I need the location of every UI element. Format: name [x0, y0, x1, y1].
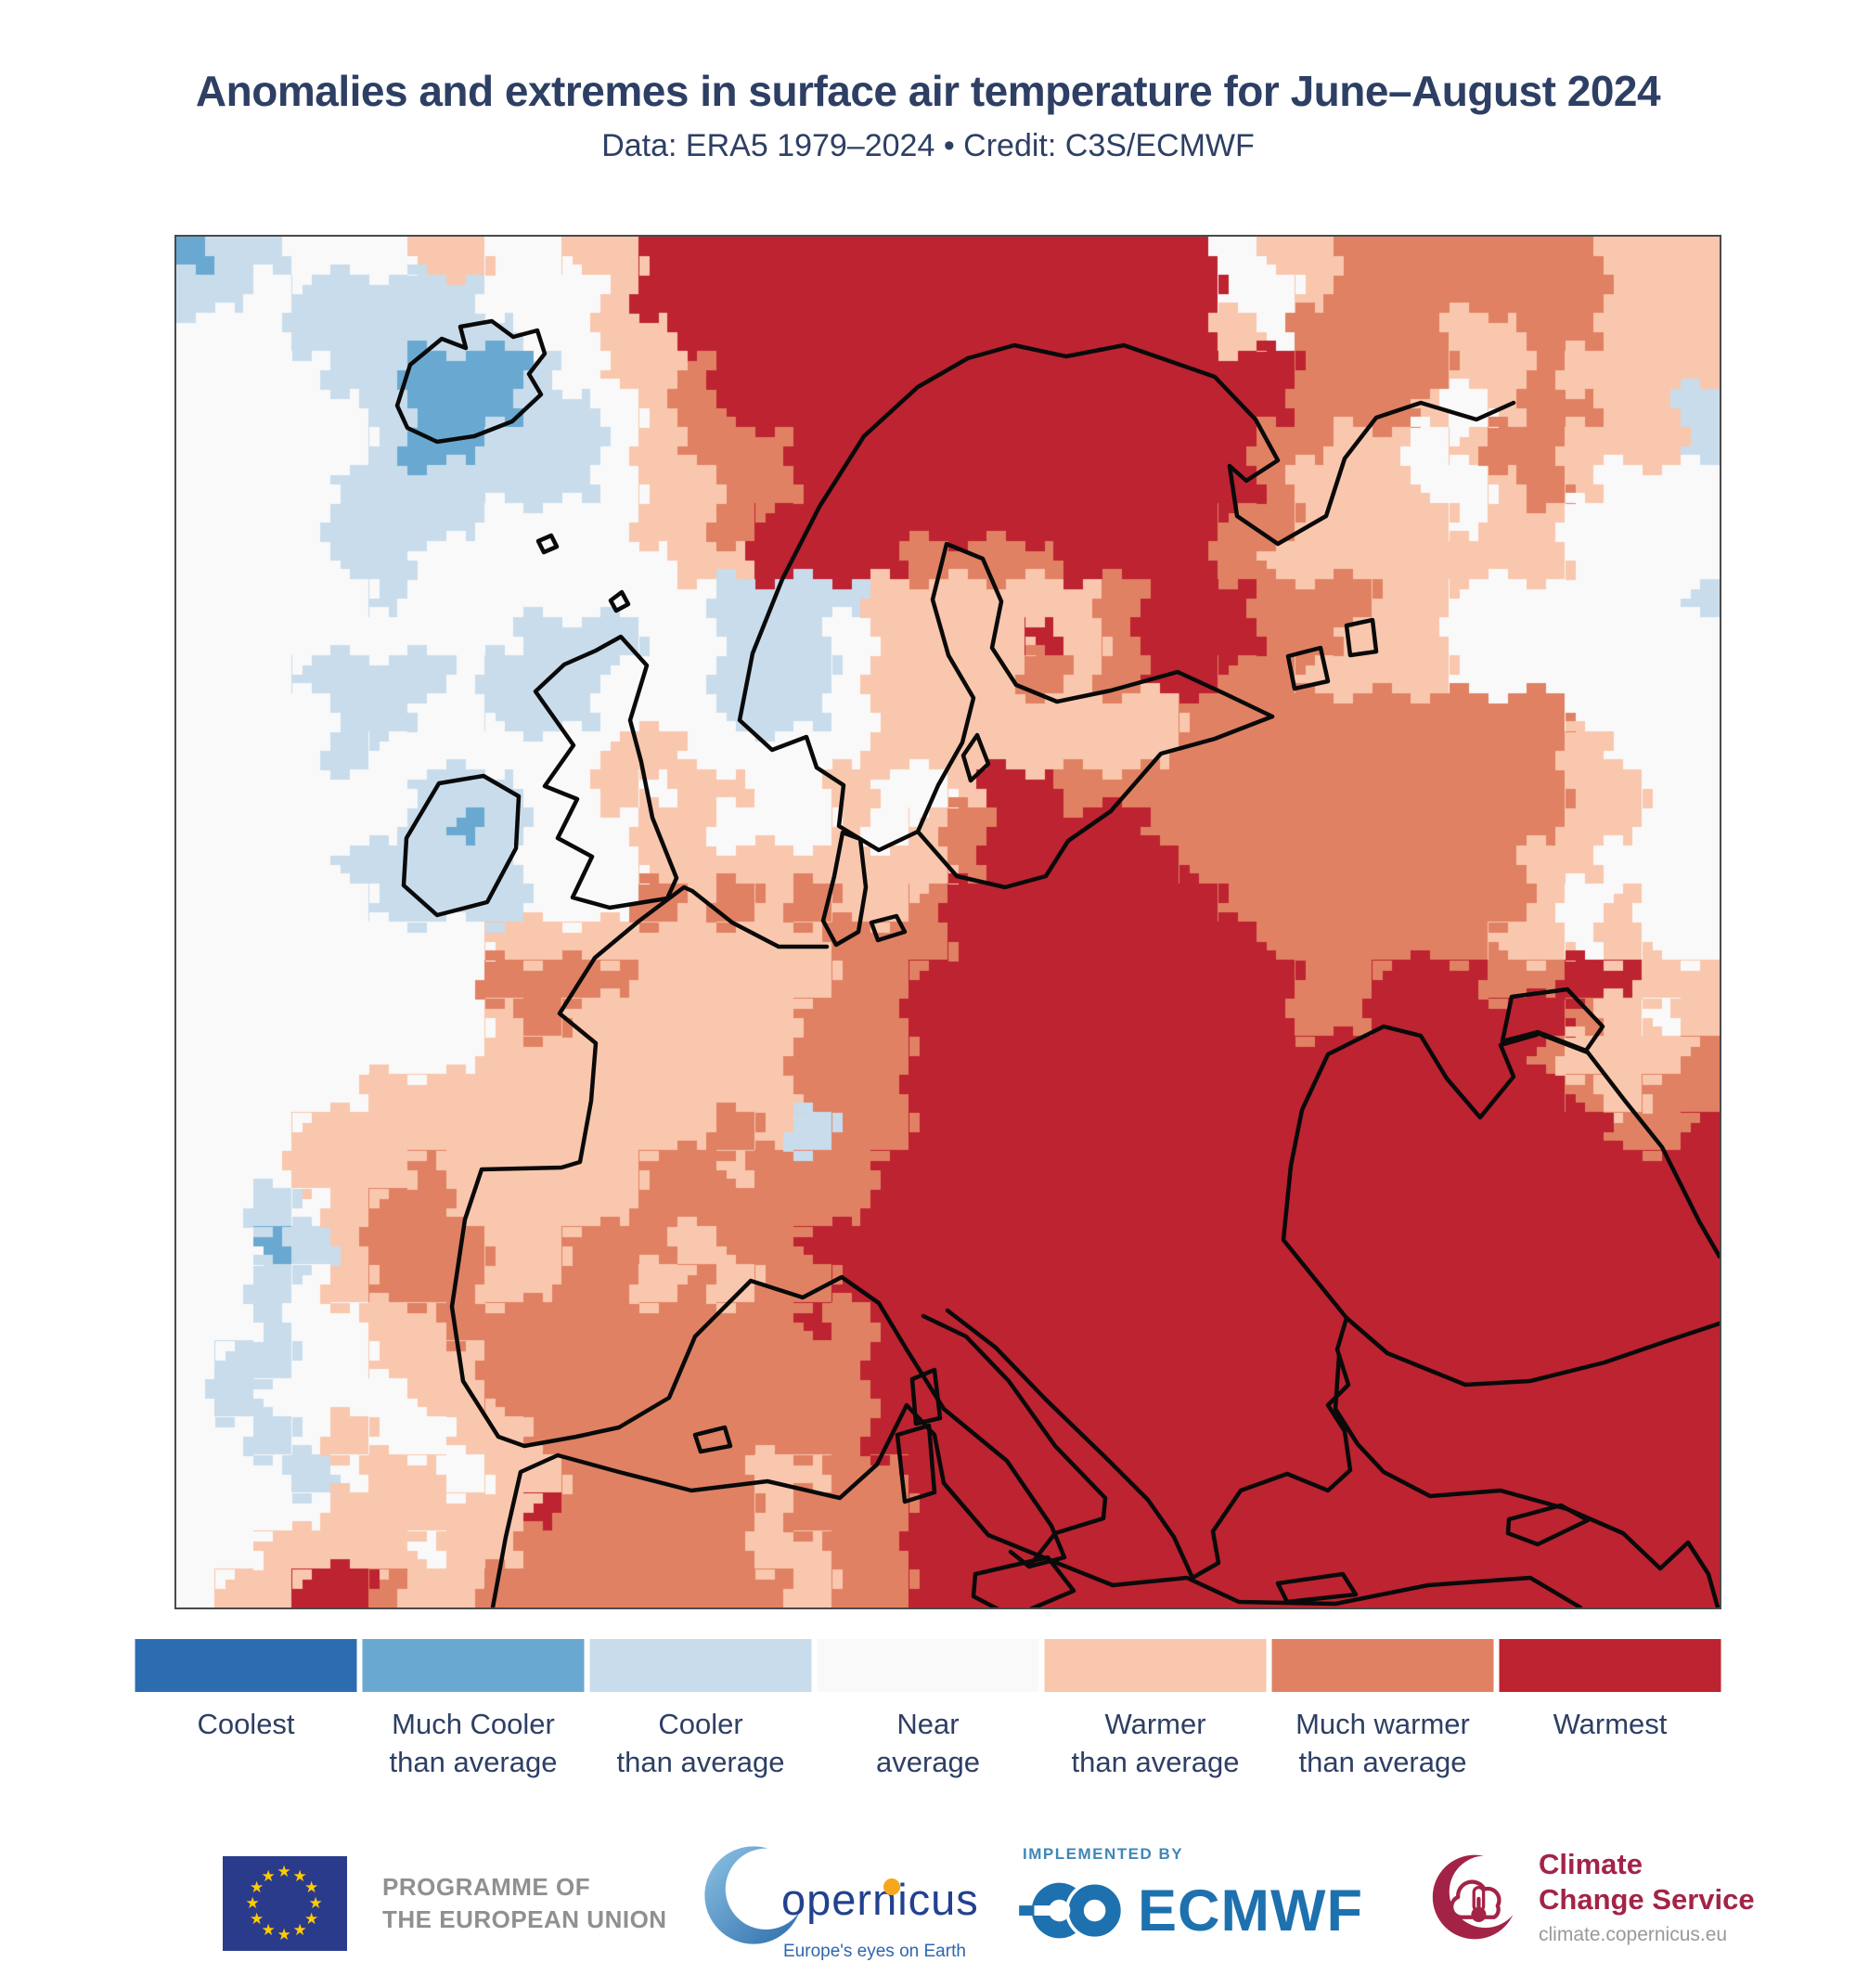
ecmwf-wordmark: ECMWF: [1138, 1878, 1363, 1943]
eu-programme-text: PROGRAMME OF THE EUROPEAN UNION: [382, 1871, 667, 1936]
ecmwf-logo: IMPLEMENTED BY ECMWF: [1019, 1845, 1363, 1951]
eu-star-icon: ★: [292, 1921, 307, 1940]
ecmwf-kicker: IMPLEMENTED BY: [1023, 1845, 1184, 1863]
eu-star-icon: ★: [250, 1910, 264, 1928]
eu-flag-icon: ★ ★ ★ ★ ★ ★ ★ ★ ★ ★ ★ ★: [223, 1856, 347, 1951]
copernicus-wordmark: opernicus: [781, 1874, 979, 1924]
eu-text-line1: PROGRAMME OF: [382, 1873, 591, 1901]
europe-anomaly-map: [174, 235, 1721, 1609]
coast-kola-white-sea: [965, 342, 1516, 547]
legend-item: Warmer than average: [1044, 1639, 1267, 1781]
coast-sicily: [971, 1555, 1076, 1607]
coast-gotland: [960, 732, 991, 783]
legend-label: Coolest: [197, 1708, 295, 1740]
legend-swatch: [1499, 1639, 1721, 1692]
legend-label: Cooler than average: [616, 1708, 785, 1778]
legend-label: Warmest: [1553, 1708, 1668, 1740]
eu-programme-logo: ★ ★ ★ ★ ★ ★ ★ ★ ★ ★ ★ ★ PROGRAMME OF THE EUROPEAN U…: [223, 1856, 667, 1951]
copernicus-logo: opernicus Europe's eyes on Earth: [702, 1843, 979, 1962]
coast-shetland: [608, 589, 631, 613]
page-title: Anomalies and extremes in surface air te…: [195, 66, 1661, 115]
legend-swatch: [589, 1639, 812, 1692]
legend-label: Near average: [875, 1708, 981, 1778]
copernicus-crescent-icon: [704, 1846, 806, 1944]
coast-denmark: [820, 830, 869, 948]
c3s-line1: Climate: [1539, 1848, 1643, 1880]
coast-great-britain: [533, 634, 679, 910]
coast-sea-of-azov: [1500, 987, 1605, 1053]
eu-star-icon: ★: [261, 1921, 276, 1940]
eu-star-icon: ★: [292, 1866, 307, 1885]
legend-item: Coolest: [135, 1639, 357, 1781]
legend-swatch: [362, 1639, 585, 1692]
coast-north-africa: [490, 1402, 1583, 1607]
coast-crete: [1275, 1571, 1359, 1605]
eu-star-icon: ★: [245, 1894, 260, 1912]
eu-star-icon: ★: [277, 1863, 291, 1880]
c3s-crescent-cloud-icon: [1432, 1854, 1522, 1939]
legend-label: Much Cooler than average: [389, 1708, 558, 1778]
legend: Coolest Much Cooler than average Cooler th…: [135, 1639, 1721, 1781]
eu-star-icon: ★: [303, 1910, 319, 1928]
lake-ladoga: [1285, 645, 1331, 691]
page-subtitle: Data: ERA5 1979–2024 • Credit: C3S/ECMWF: [601, 128, 1255, 163]
eu-star-icon: ★: [250, 1878, 264, 1896]
c3s-line2: Change Service: [1539, 1883, 1755, 1916]
eu-star-icon: ★: [261, 1866, 276, 1885]
legend-swatch: [1044, 1639, 1267, 1692]
coast-faroe: [535, 533, 560, 555]
anomaly-grid-canvas: [176, 237, 1720, 1607]
coast-italy-east: [921, 1313, 1108, 1569]
legend-item: Warmest: [1499, 1639, 1721, 1781]
coast-turkey-south: [1333, 1352, 1720, 1607]
legend-item: Much Cooler than average: [362, 1639, 585, 1781]
lake-onega: [1344, 617, 1379, 658]
legend-item: Cooler than average: [589, 1639, 812, 1781]
coast-zealand: [869, 913, 908, 943]
ecmwf-symbol-icon: [1019, 1880, 1125, 1941]
legend-label: Warmer than average: [1071, 1708, 1240, 1778]
coast-scandinavia: [737, 355, 1275, 853]
coast-baltic-south: [915, 714, 1275, 890]
eu-star-icon: ★: [277, 1926, 291, 1943]
coast-cyprus: [1505, 1503, 1591, 1547]
copernicus-satellite-dot-icon: [883, 1878, 900, 1895]
eu-star-icon: ★: [303, 1878, 319, 1896]
coast-turkey-north: [1344, 1315, 1720, 1388]
copernicus-tagline: Europe's eyes on Earth: [783, 1942, 966, 1961]
coast-black-sea-north: [1281, 1024, 1720, 1321]
legend-label: Much warmer than average: [1295, 1708, 1470, 1778]
coast-iceland: [394, 318, 548, 445]
footer-logos: ★ ★ ★ ★ ★ ★ ★ ★ ★ ★ ★ ★ PROGRAMME OF THE EUROPEAN U…: [0, 1838, 1856, 1988]
coast-adriatic-greece: [945, 1308, 1353, 1581]
legend-swatch: [817, 1639, 1039, 1692]
legend-item: Much warmer than average: [1271, 1639, 1494, 1781]
eu-text-line2: THE EUROPEAN UNION: [382, 1905, 667, 1933]
c3s-text: Climate Change Service climate.copernicu…: [1539, 1847, 1755, 1946]
eu-star-icon: ★: [308, 1894, 323, 1912]
coast-continental-west: [449, 884, 1067, 1569]
climate-change-service-logo: Climate Change Service climate.copernicu…: [1429, 1847, 1755, 1946]
coast-mallorca: [692, 1425, 733, 1454]
legend-swatch: [1271, 1639, 1494, 1692]
c3s-url: climate.copernicus.eu: [1539, 1924, 1728, 1945]
coast-ireland: [401, 773, 522, 918]
coast-corsica: [909, 1367, 943, 1426]
legend-item: Near average: [817, 1639, 1039, 1781]
coast-sardinia: [895, 1423, 937, 1504]
legend-swatch: [135, 1639, 357, 1692]
coastline-overlay: [394, 318, 1720, 1607]
